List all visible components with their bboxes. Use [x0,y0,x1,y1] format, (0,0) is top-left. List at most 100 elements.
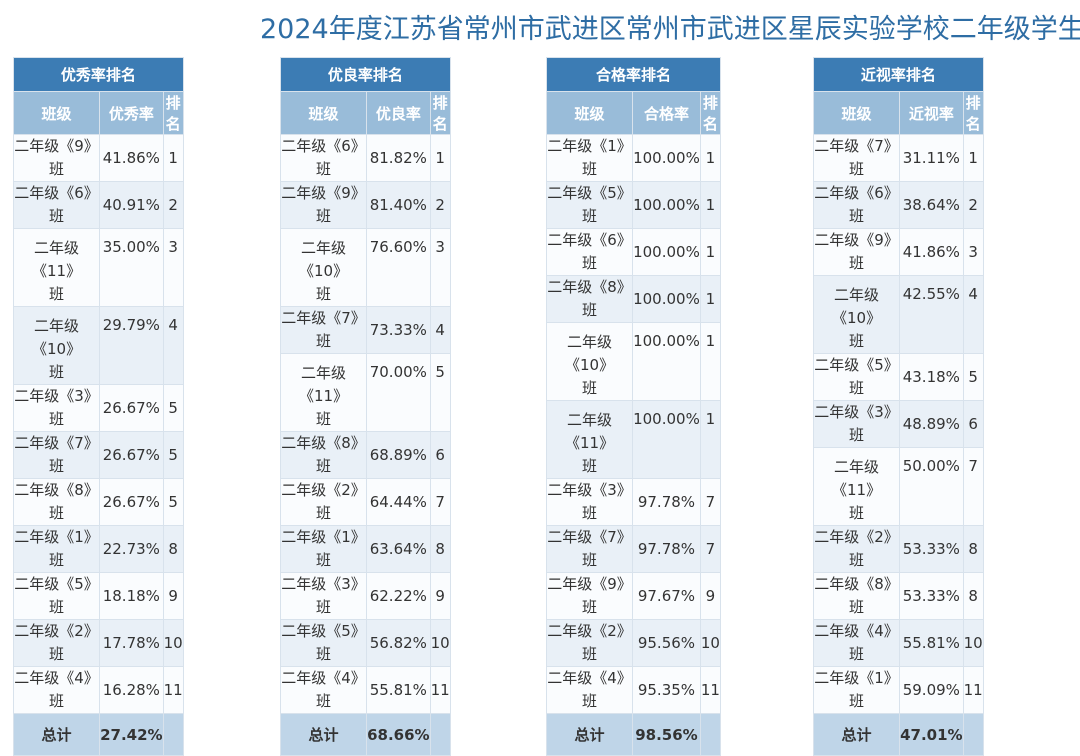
class-cell: 二年级《8》班 [545,275,634,323]
rank-cell: 10 [429,619,451,667]
column-header-class[interactable]: 班级 [812,91,901,135]
rate-cell: 70.00% [366,353,431,432]
column-header-rate[interactable]: 优秀率 [99,91,164,135]
table-row: 二年级《2》班 17.78% 10 [12,619,184,667]
table-row: 二年级《9》班 41.86% 1 [12,134,184,182]
class-cell: 二年级《11》班 [545,400,634,479]
total-row: 总计 68.66% [279,713,451,756]
class-cell: 二年级《2》班 [545,619,634,667]
class-cell: 二年级《1》班 [812,666,901,714]
rate-cell: 26.67% [99,478,164,526]
rank-cell: 1 [962,134,984,182]
class-cell: 二年级《7》班 [279,306,368,354]
class-cell: 二年级《2》班 [812,525,901,573]
column-header-rank[interactable]: 排名 [962,91,984,135]
rate-cell: 73.33% [366,306,431,354]
table-row: 二年级《11》班 100.00% 1 [545,400,721,479]
table-row: 二年级《3》班 97.78% 7 [545,478,721,526]
table-row: 二年级《1》班 59.09% 11 [812,666,984,714]
class-cell: 二年级《5》班 [812,353,901,401]
table-row: 二年级《8》班 53.33% 8 [812,572,984,620]
table-row: 二年级《1》班 100.00% 1 [545,134,721,182]
class-cell: 二年级《8》班 [279,431,368,479]
class-cell: 二年级《5》班 [279,619,368,667]
rate-cell: 42.55% [899,275,964,354]
table-row: 二年级《2》班 53.33% 8 [812,525,984,573]
class-cell: 二年级《11》班 [279,353,368,432]
rank-cell: 10 [962,619,984,667]
class-cell: 二年级《9》班 [12,134,101,182]
total-label: 总计 [279,713,368,756]
table-row: 二年级《6》班 81.82% 1 [279,134,451,182]
class-cell: 二年级《2》班 [279,478,368,526]
column-header-rank[interactable]: 排名 [162,91,184,135]
class-cell: 二年级《6》班 [812,181,901,229]
column-header-rank[interactable]: 排名 [699,91,721,135]
class-cell: 二年级《11》班 [12,228,101,307]
total-empty [962,713,984,756]
total-value: 98.56% [632,713,701,756]
rank-cell: 4 [429,306,451,354]
class-cell: 二年级《4》班 [545,666,634,714]
rank-cell: 5 [962,353,984,401]
rank-cell: 7 [962,447,984,526]
column-header-rank[interactable]: 排名 [429,91,451,135]
class-cell: 二年级《7》班 [12,431,101,479]
table-row: 二年级《8》班 68.89% 6 [279,431,451,479]
class-cell: 二年级《4》班 [812,619,901,667]
table-row: 二年级《10》班 42.55% 4 [812,275,984,354]
rank-cell: 9 [699,572,721,620]
class-cell: 二年级《4》班 [279,666,368,714]
table-row: 二年级《11》班 70.00% 5 [279,353,451,432]
class-cell: 二年级《6》班 [12,181,101,229]
table-row: 二年级《11》班 35.00% 3 [12,228,184,307]
total-empty [699,713,721,756]
class-cell: 二年级《8》班 [812,572,901,620]
rank-cell: 5 [162,384,184,432]
total-label: 总计 [12,713,101,756]
rank-cell: 3 [162,228,184,307]
column-header-class[interactable]: 班级 [279,91,368,135]
rank-cell: 5 [162,478,184,526]
rate-cell: 97.78% [632,525,701,573]
rate-cell: 41.86% [99,134,164,182]
column-header-rate[interactable]: 合格率 [632,91,701,135]
rank-cell: 9 [162,572,184,620]
table-row: 二年级《3》班 62.22% 9 [279,572,451,620]
rank-cell: 8 [162,525,184,573]
class-cell: 二年级《9》班 [279,181,368,229]
rank-cell: 11 [429,666,451,714]
rate-cell: 53.33% [899,525,964,573]
table-row: 二年级《4》班 55.81% 11 [279,666,451,714]
rate-cell: 53.33% [899,572,964,620]
class-cell: 二年级《10》班 [279,228,368,307]
table-row: 二年级《3》班 26.67% 5 [12,384,184,432]
column-header-class[interactable]: 班级 [545,91,634,135]
column-header-rate[interactable]: 优良率 [366,91,431,135]
class-cell: 二年级《4》班 [12,666,101,714]
rank-cell: 1 [162,134,184,182]
rank-cell: 7 [429,478,451,526]
rate-cell: 31.11% [899,134,964,182]
good-rate-table: 优良率排名 班级 优良率 排名 二年级《6》班 81.82% 1 二年级《9》班 81.40% 2… [279,57,451,756]
class-cell: 二年级《1》班 [545,134,634,182]
rank-cell: 2 [962,181,984,229]
rank-cell: 1 [429,134,451,182]
class-cell: 二年级《5》班 [12,572,101,620]
class-cell: 二年级《3》班 [12,384,101,432]
rate-cell: 68.89% [366,431,431,479]
rate-cell: 35.00% [99,228,164,307]
table-row: 二年级《9》班 97.67% 9 [545,572,721,620]
column-header-class[interactable]: 班级 [12,91,101,135]
table-row: 二年级《5》班 18.18% 9 [12,572,184,620]
rate-cell: 29.79% [99,306,164,385]
rate-cell: 41.86% [899,228,964,276]
table-row: 二年级《6》班 40.91% 2 [12,181,184,229]
table-row: 二年级《1》班 63.64% 8 [279,525,451,573]
myopia-rate-table: 近视率排名 班级 近视率 排名 二年级《7》班 31.11% 1 二年级《6》班 38.64% 2… [812,57,984,756]
rank-cell: 1 [699,181,721,229]
column-header-rate[interactable]: 近视率 [899,91,964,135]
rank-cell: 8 [962,572,984,620]
total-value: 47.01% [899,713,964,756]
rate-cell: 100.00% [632,134,701,182]
